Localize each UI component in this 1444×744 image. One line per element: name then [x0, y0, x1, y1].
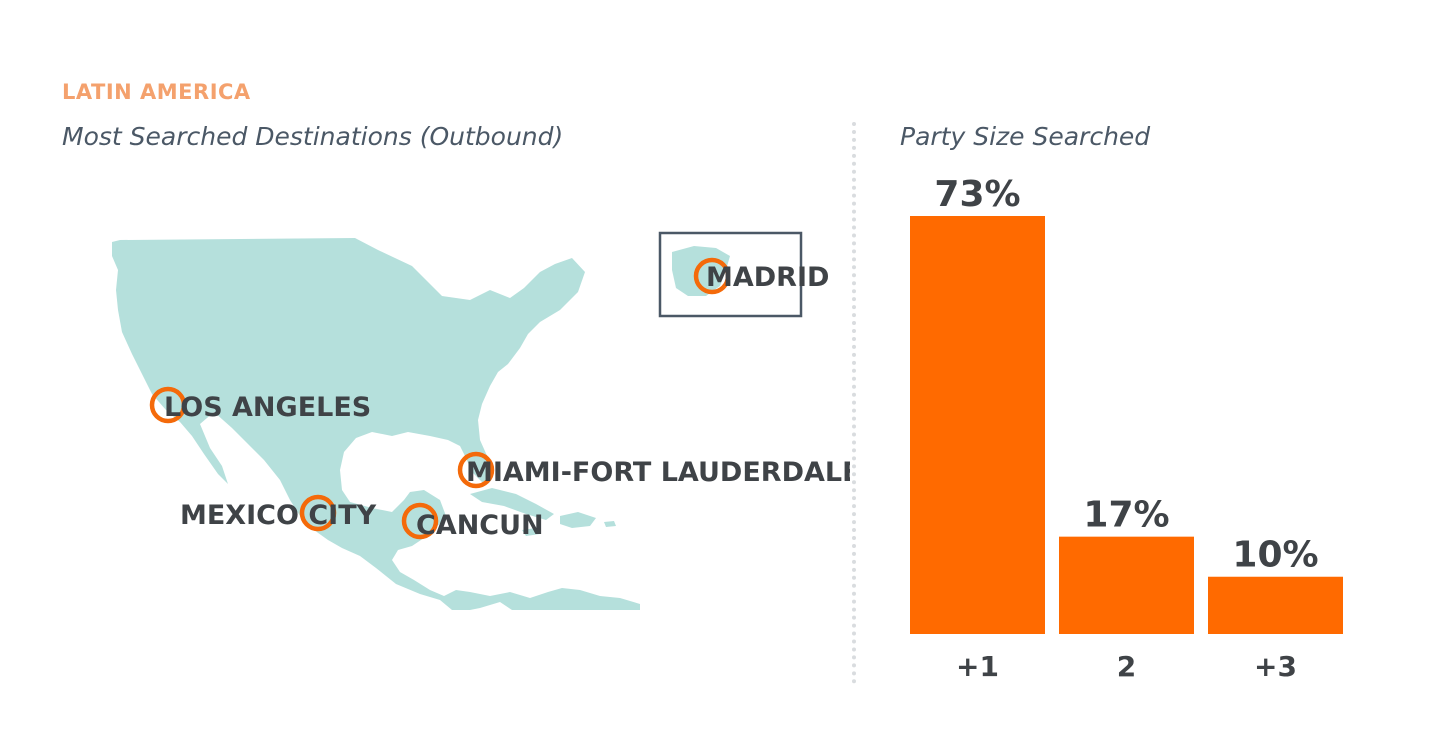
north-america-shape	[112, 238, 640, 610]
jamaica-shape	[522, 528, 540, 536]
map-title: Most Searched Destinations (Outbound)	[62, 122, 564, 151]
value-label-1: 73%	[934, 174, 1020, 215]
marker-madrid	[693, 257, 731, 295]
category-label-1: +1	[956, 650, 999, 683]
destination-markers	[149, 257, 731, 540]
value-labels: 73% 17% 10%	[934, 174, 1318, 576]
marker-miami	[457, 451, 495, 489]
puerto-rico-shape	[604, 521, 616, 527]
panel-divider	[852, 122, 856, 684]
bar-1	[910, 216, 1045, 634]
bar-3	[1208, 576, 1343, 634]
madrid-inset-box	[658, 231, 803, 318]
cuba-shape	[470, 488, 554, 520]
chart-title: Party Size Searched	[900, 122, 1151, 151]
bar-2	[1059, 536, 1194, 634]
marker-mexico-city	[299, 494, 337, 532]
value-label-2: 17%	[1083, 495, 1169, 536]
region-label: LATIN AMERICA	[62, 80, 251, 104]
label-miami: MIAMI-FORT LAUDERDALE	[466, 457, 850, 488]
marker-los-angeles	[149, 386, 187, 424]
label-cancun: CANCUN	[416, 510, 544, 541]
destinations-map: LOS ANGELES MIAMI-FORT LAUDERDALE MEXICO…	[112, 231, 850, 610]
hispaniola-shape	[560, 512, 596, 528]
destination-labels: LOS ANGELES MIAMI-FORT LAUDERDALE MEXICO…	[164, 262, 850, 541]
north-america-landmass	[112, 238, 640, 610]
category-labels: +1 2 +3	[956, 650, 1297, 683]
value-label-3: 10%	[1232, 535, 1318, 576]
label-los-angeles: LOS ANGELES	[164, 392, 371, 423]
label-mexico-city: MEXICO CITY	[180, 500, 377, 531]
marker-cancun	[401, 502, 439, 540]
category-label-3: +3	[1254, 650, 1297, 683]
bars	[910, 216, 1343, 634]
label-madrid: MADRID	[706, 262, 829, 293]
category-label-2: 2	[1117, 650, 1136, 683]
